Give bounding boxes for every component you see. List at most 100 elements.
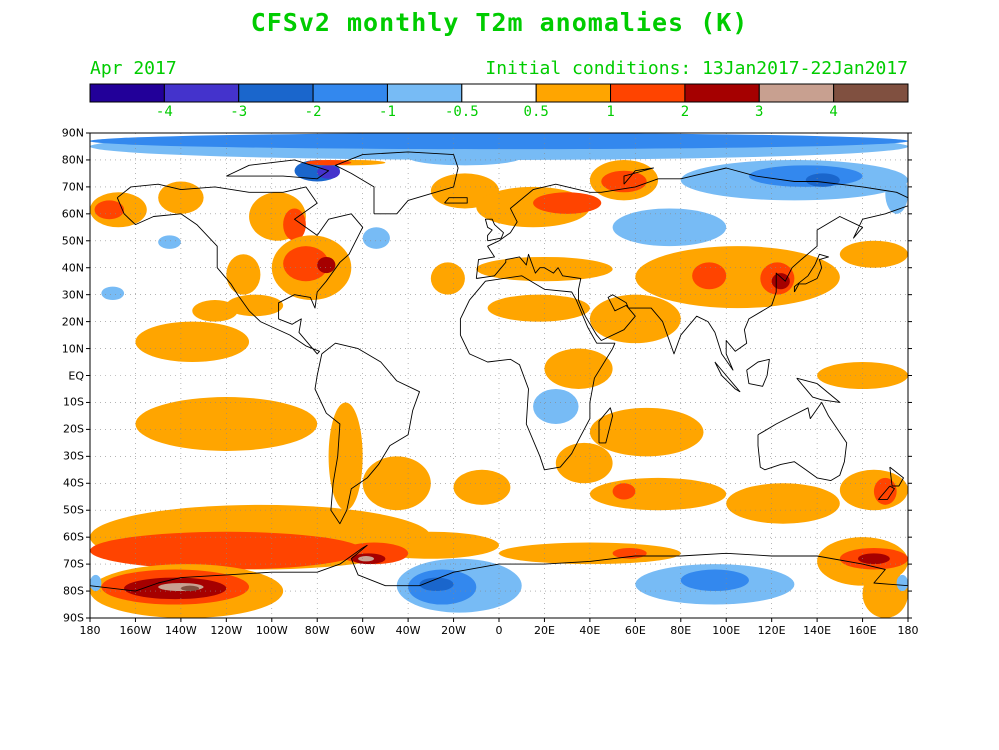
lat-label: 30S: [63, 449, 84, 463]
anomaly-region: [305, 159, 352, 166]
anomaly-region: [180, 585, 200, 592]
lon-label: 20E: [533, 624, 555, 637]
lon-label: 80W: [304, 624, 330, 637]
lon-label: 120W: [210, 624, 243, 637]
anomaly-region: [226, 294, 284, 317]
coastline: [459, 275, 616, 471]
colorbar-label: 2: [680, 104, 690, 120]
colorbar-swatch: [833, 83, 909, 103]
lon-label: 100E: [712, 624, 741, 637]
coastline: [623, 167, 654, 185]
coastline: [484, 218, 504, 242]
coastline: [714, 361, 741, 393]
anomaly-region: [419, 577, 454, 592]
colorbar-label: -4: [155, 104, 173, 120]
lon-label: 60E: [624, 624, 646, 637]
colorbar-label: -0.5: [444, 104, 479, 120]
coastline: [334, 151, 459, 215]
coastline: [878, 485, 895, 500]
lat-label: 30N: [61, 288, 84, 302]
anomaly-region: [612, 483, 636, 500]
anomaly-region: [226, 254, 261, 295]
lat-label: 80S: [63, 584, 84, 598]
lat-label: 60S: [63, 530, 84, 544]
coastlines: [90, 151, 908, 592]
anomaly-region: [358, 556, 375, 562]
anomaly-region: [533, 192, 602, 214]
lat-label: 90N: [61, 126, 84, 140]
coastline: [226, 159, 330, 180]
lat-label: 70S: [63, 557, 84, 571]
anomaly-region: [158, 181, 204, 214]
lon-label: 40W: [395, 624, 421, 637]
anomaly-region: [858, 553, 890, 565]
coastline: [116, 183, 364, 355]
anomaly-region: [589, 407, 704, 457]
anomaly-region: [90, 531, 363, 570]
lon-label: 160E: [848, 624, 877, 637]
lat-label: EQ: [68, 369, 84, 382]
lat-label: 40N: [61, 261, 84, 275]
anomaly-region: [726, 483, 840, 524]
anomaly-region: [817, 362, 908, 389]
anomaly-region: [362, 456, 431, 511]
colorbar-label: 4: [829, 104, 838, 120]
anomaly-map: [86, 132, 912, 622]
anomaly-region: [430, 262, 465, 295]
anomaly-region: [896, 574, 908, 592]
anomaly-region: [90, 574, 102, 592]
anomaly-region: [192, 300, 238, 322]
anomaly-region: [283, 208, 306, 241]
anomaly-region: [94, 200, 125, 220]
coastline: [889, 466, 904, 487]
anomaly-region: [839, 469, 908, 511]
coastline: [314, 342, 420, 525]
lon-label: 160W: [119, 624, 152, 637]
lat-label: 10S: [63, 395, 84, 409]
anomaly-region: [589, 477, 727, 511]
lat-label: 90S: [63, 611, 84, 625]
coastline: [475, 167, 908, 371]
colorbar-label: -2: [304, 104, 322, 120]
initial-conditions: Initial conditions: 13Jan2017-22Jan2017: [485, 58, 908, 79]
anomaly-region: [635, 246, 840, 309]
anomaly-region: [555, 442, 613, 484]
anomaly-region: [158, 235, 181, 249]
anomaly-region: [135, 321, 250, 363]
lon-label: 40E: [579, 624, 601, 637]
anomaly-region: [90, 133, 908, 150]
lat-label: 70N: [61, 180, 84, 194]
lon-label: 140E: [803, 624, 832, 637]
lon-label: 140W: [164, 624, 197, 637]
anomaly-region: [453, 469, 511, 505]
coastline: [746, 358, 770, 387]
anomaly-region: [862, 569, 908, 618]
colorbar-label: 0.5: [523, 104, 549, 120]
anomaly-region: [101, 286, 125, 301]
lon-label: 120E: [757, 624, 786, 637]
colorbar: [89, 83, 909, 103]
lon-label: 80E: [670, 624, 692, 637]
anomaly-region: [692, 262, 727, 290]
lat-label: 50S: [63, 503, 84, 517]
coastline: [793, 253, 829, 293]
anomaly-region: [544, 348, 613, 389]
anomaly-region: [748, 165, 863, 187]
lat-label: 10N: [61, 342, 84, 356]
lat-label: 20N: [61, 315, 84, 329]
anomaly-region: [317, 256, 336, 274]
lon-label: 100W: [255, 624, 288, 637]
colorbar-label: -1: [379, 104, 396, 120]
lat-label: 20S: [63, 422, 84, 436]
lon-label: 180: [79, 624, 101, 637]
anomaly-region: [612, 208, 727, 247]
lat-label: 50N: [61, 234, 84, 248]
anomaly-region: [408, 149, 522, 166]
anomaly-region: [362, 227, 390, 249]
forecast-month: Apr 2017: [90, 58, 177, 79]
lat-label: 80N: [61, 153, 84, 167]
anomaly-region: [476, 256, 613, 282]
lon-label: 60W: [350, 624, 376, 637]
coastline: [444, 197, 468, 204]
anomaly-region: [839, 240, 908, 268]
